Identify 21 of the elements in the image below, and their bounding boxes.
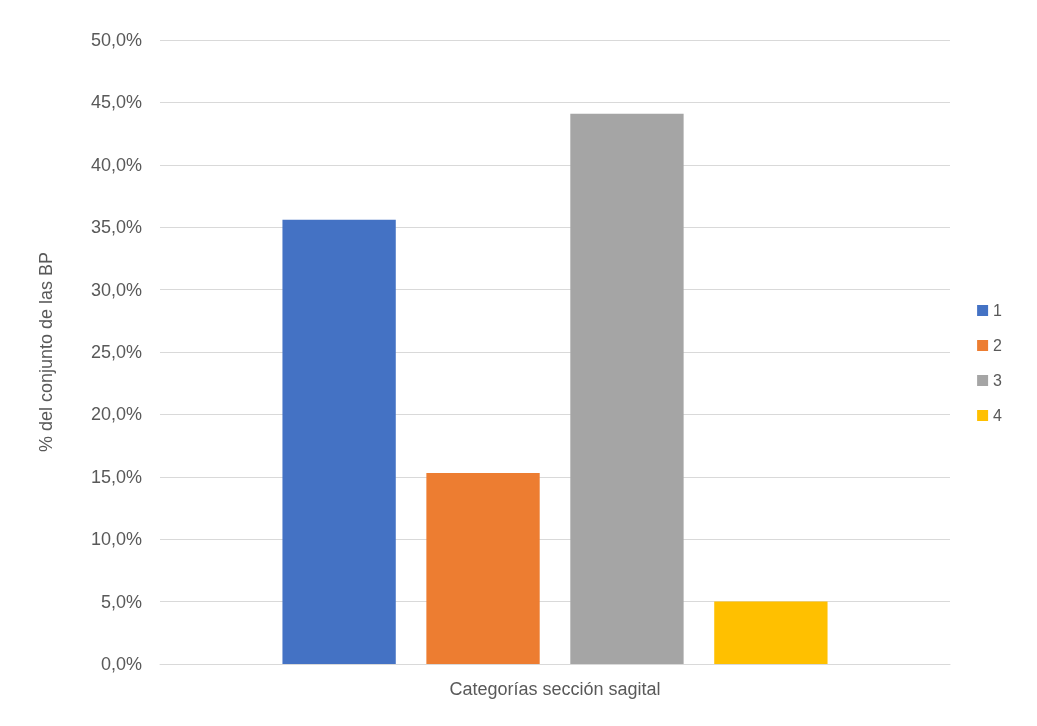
y-tick-label: 50,0% (90, 30, 142, 50)
y-tick-label: 10,0% (90, 529, 142, 550)
bar (282, 219, 396, 664)
y-tick-label: 35,0% (90, 217, 142, 238)
y-tick-label: 20,0% (90, 404, 142, 425)
y-tick-label: 5,0% (100, 591, 142, 612)
y-axis-title: % del conjunto de las BP (36, 251, 56, 453)
y-tick-label: 30,0% (90, 279, 142, 300)
legend-label: 3 (993, 372, 1003, 389)
bar (426, 473, 540, 664)
y-tick-label: 15,0% (90, 466, 142, 487)
y-tick-label: 25,0% (90, 342, 142, 362)
bar (570, 113, 684, 664)
bar (714, 601, 828, 664)
y-tick-label: 0,0% (100, 654, 142, 674)
y-tick-label: 45,0% (90, 92, 142, 113)
legend-label: 1 (993, 302, 1003, 319)
legend-label: 4 (993, 407, 1003, 424)
y-tick-label: 40,0% (90, 154, 142, 175)
legend-label: 2 (993, 337, 1003, 354)
x-tick-label: Categorías sección sagital (449, 679, 661, 699)
